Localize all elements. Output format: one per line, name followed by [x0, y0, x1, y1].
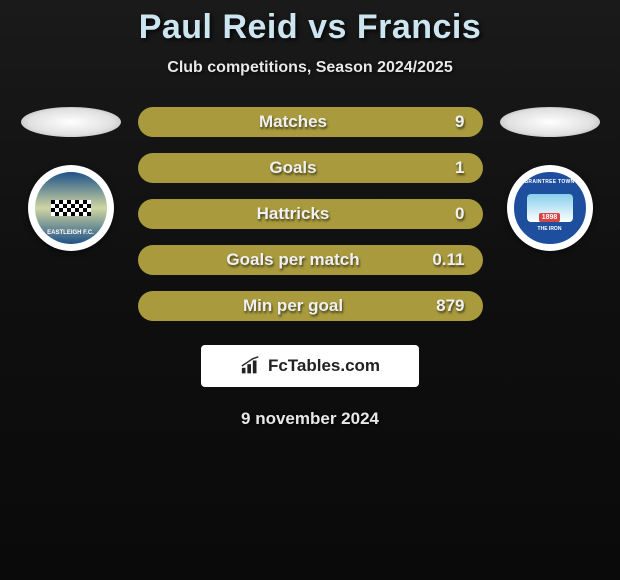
main-area: EASTLEIGH F.C. Matches 9 Goals 1 Hattric… — [0, 107, 620, 321]
comparison-card: Paul Reid vs Francis Club competitions, … — [0, 0, 620, 429]
club-badge-eastleigh: EASTLEIGH F.C. — [28, 165, 114, 251]
player-avatar-left — [21, 107, 121, 137]
stat-label: Goals — [156, 158, 431, 178]
braintree-crest: BRAINTREE TOWN 1898 THE IRON — [514, 172, 586, 244]
stat-value: 0.11 — [431, 250, 465, 270]
subtitle: Club competitions, Season 2024/2025 — [167, 59, 452, 77]
braintree-top-text: BRAINTREE TOWN — [525, 179, 575, 185]
brand-logo[interactable]: FcTables.com — [201, 345, 419, 387]
stat-label: Goals per match — [156, 250, 431, 270]
checker-pattern — [51, 200, 91, 216]
player-avatar-right — [500, 107, 600, 137]
stat-label: Min per goal — [156, 296, 431, 316]
eastleigh-crest: EASTLEIGH F.C. — [35, 172, 107, 244]
club-badge-braintree: BRAINTREE TOWN 1898 THE IRON — [507, 165, 593, 251]
stat-label: Matches — [156, 112, 431, 132]
stat-value: 0 — [431, 204, 465, 224]
stat-row-hattricks: Hattricks 0 — [138, 199, 483, 229]
eastleigh-label: EASTLEIGH F.C. — [47, 230, 94, 236]
braintree-bottom-text: THE IRON — [538, 226, 562, 232]
stats-column: Matches 9 Goals 1 Hattricks 0 Goals per … — [138, 107, 483, 321]
stat-value: 1 — [431, 158, 465, 178]
stat-row-matches: Matches 9 — [138, 107, 483, 137]
chart-icon — [240, 356, 262, 376]
stat-row-gpm: Goals per match 0.11 — [138, 245, 483, 275]
stat-value: 879 — [431, 296, 465, 316]
brand-text: FcTables.com — [268, 356, 380, 376]
stat-label: Hattricks — [156, 204, 431, 224]
date-label: 9 november 2024 — [241, 409, 379, 429]
stat-value: 9 — [431, 112, 465, 132]
right-player-column: BRAINTREE TOWN 1898 THE IRON — [495, 107, 605, 251]
page-title: Paul Reid vs Francis — [139, 8, 482, 47]
stat-row-mpg: Min per goal 879 — [138, 291, 483, 321]
stat-row-goals: Goals 1 — [138, 153, 483, 183]
left-player-column: EASTLEIGH F.C. — [16, 107, 126, 251]
braintree-year: 1898 — [539, 213, 561, 222]
